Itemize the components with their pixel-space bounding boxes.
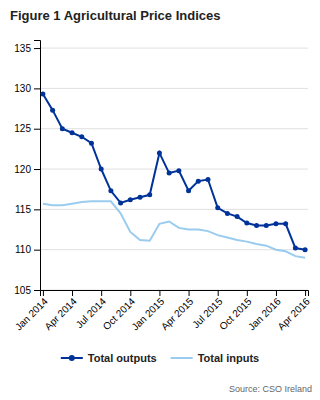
legend-label: Total inputs bbox=[198, 352, 260, 364]
grid-line bbox=[40, 249, 308, 250]
y-tick: 105 bbox=[14, 285, 40, 296]
y-tick-label: 110 bbox=[15, 244, 31, 255]
y-axis: 105 110 115 120 125 130 135 bbox=[14, 41, 40, 296]
y-axis-line bbox=[34, 41, 41, 291]
legend-marker bbox=[69, 355, 75, 361]
y-tick-mark bbox=[34, 169, 40, 170]
y-tick-label: 135 bbox=[14, 43, 31, 54]
point bbox=[283, 221, 288, 226]
y-tick-label: 105 bbox=[14, 285, 31, 296]
x-tick-label: Apr 2015 bbox=[159, 295, 196, 332]
y-tick-label: 115 bbox=[15, 204, 31, 215]
x-tick-mark bbox=[101, 290, 102, 296]
grid-line bbox=[40, 88, 308, 89]
point bbox=[118, 200, 123, 205]
y-tick-mark bbox=[34, 88, 40, 89]
series-markers bbox=[40, 92, 307, 253]
grid bbox=[40, 48, 308, 290]
x-tick-label: Apr 2016 bbox=[275, 295, 312, 332]
y-tick: 120 bbox=[14, 164, 40, 175]
point bbox=[60, 126, 65, 131]
series-line bbox=[43, 201, 305, 257]
y-tick-mark bbox=[34, 48, 40, 49]
point bbox=[225, 211, 230, 216]
point bbox=[167, 171, 172, 176]
x-tick-mark bbox=[247, 290, 248, 296]
y-tick-mark bbox=[34, 250, 40, 251]
point bbox=[196, 179, 201, 184]
series-line bbox=[43, 94, 305, 250]
point bbox=[157, 150, 162, 155]
x-tick-mark bbox=[189, 290, 190, 296]
point bbox=[79, 134, 84, 139]
y-tick-label: 125 bbox=[14, 123, 31, 134]
point bbox=[70, 130, 75, 135]
chart: Figure 1 Agricultural Price Indices 105 11… bbox=[0, 0, 320, 400]
legend-item: Total inputs bbox=[171, 352, 260, 364]
x-tick-label: Apr 2014 bbox=[42, 295, 79, 332]
point bbox=[89, 141, 94, 146]
y-tick-mark bbox=[34, 129, 40, 130]
plot: 105 110 115 120 125 130 135 Jan 2014Apr 2014Jul… bbox=[13, 41, 312, 333]
x-tick: Apr 2014 bbox=[42, 290, 79, 332]
x-tick: Apr 2016 bbox=[275, 290, 312, 332]
y-tick-label: 130 bbox=[14, 83, 31, 94]
point bbox=[147, 192, 152, 197]
y-tick: 110 bbox=[15, 244, 40, 255]
legend-label: Total outputs bbox=[88, 352, 157, 364]
x-tick-mark bbox=[72, 290, 73, 296]
point bbox=[264, 223, 269, 228]
title: Figure 1 Agricultural Price Indices bbox=[10, 8, 220, 23]
legend: Total outputs Total inputs bbox=[61, 352, 259, 364]
point bbox=[303, 247, 308, 252]
x-tick-mark bbox=[159, 290, 160, 296]
y-tick: 130 bbox=[14, 83, 40, 94]
marks bbox=[40, 92, 307, 258]
point bbox=[235, 214, 240, 219]
y-tick: 115 bbox=[15, 204, 40, 215]
x-tick-mark bbox=[218, 290, 219, 296]
grid-line bbox=[40, 48, 308, 49]
point bbox=[244, 221, 249, 226]
x-tick-mark bbox=[43, 290, 44, 296]
x-axis: Jan 2014Apr 2014Jul 2014Oct 2014Jan 2015… bbox=[13, 290, 312, 333]
point bbox=[128, 197, 133, 202]
source: Source: CSO Ireland bbox=[229, 384, 312, 394]
point bbox=[138, 195, 143, 200]
point bbox=[215, 205, 220, 210]
y-tick-mark bbox=[34, 209, 40, 210]
y-tick-mark bbox=[34, 290, 40, 291]
x-tick-mark bbox=[130, 290, 131, 296]
point bbox=[108, 188, 113, 193]
y-tick: 125 bbox=[14, 123, 40, 134]
point bbox=[40, 92, 45, 97]
y-tick-label: 120 bbox=[14, 164, 31, 175]
y-tick: 135 bbox=[14, 43, 40, 54]
point bbox=[176, 168, 181, 173]
point bbox=[205, 177, 210, 182]
point bbox=[254, 223, 259, 228]
x-axis-line bbox=[41, 291, 309, 297]
point bbox=[50, 108, 55, 113]
legend-item: Total outputs bbox=[61, 352, 157, 364]
grid-line bbox=[40, 169, 308, 170]
x-tick-mark bbox=[276, 290, 277, 296]
point bbox=[273, 221, 278, 226]
point bbox=[99, 167, 104, 172]
grid-line bbox=[40, 209, 308, 210]
legend-swatch bbox=[171, 357, 193, 359]
x-tick-mark bbox=[305, 290, 306, 296]
point bbox=[293, 246, 298, 251]
grid-line bbox=[40, 128, 308, 129]
x-tick: Apr 2015 bbox=[159, 290, 196, 332]
point bbox=[186, 188, 191, 193]
